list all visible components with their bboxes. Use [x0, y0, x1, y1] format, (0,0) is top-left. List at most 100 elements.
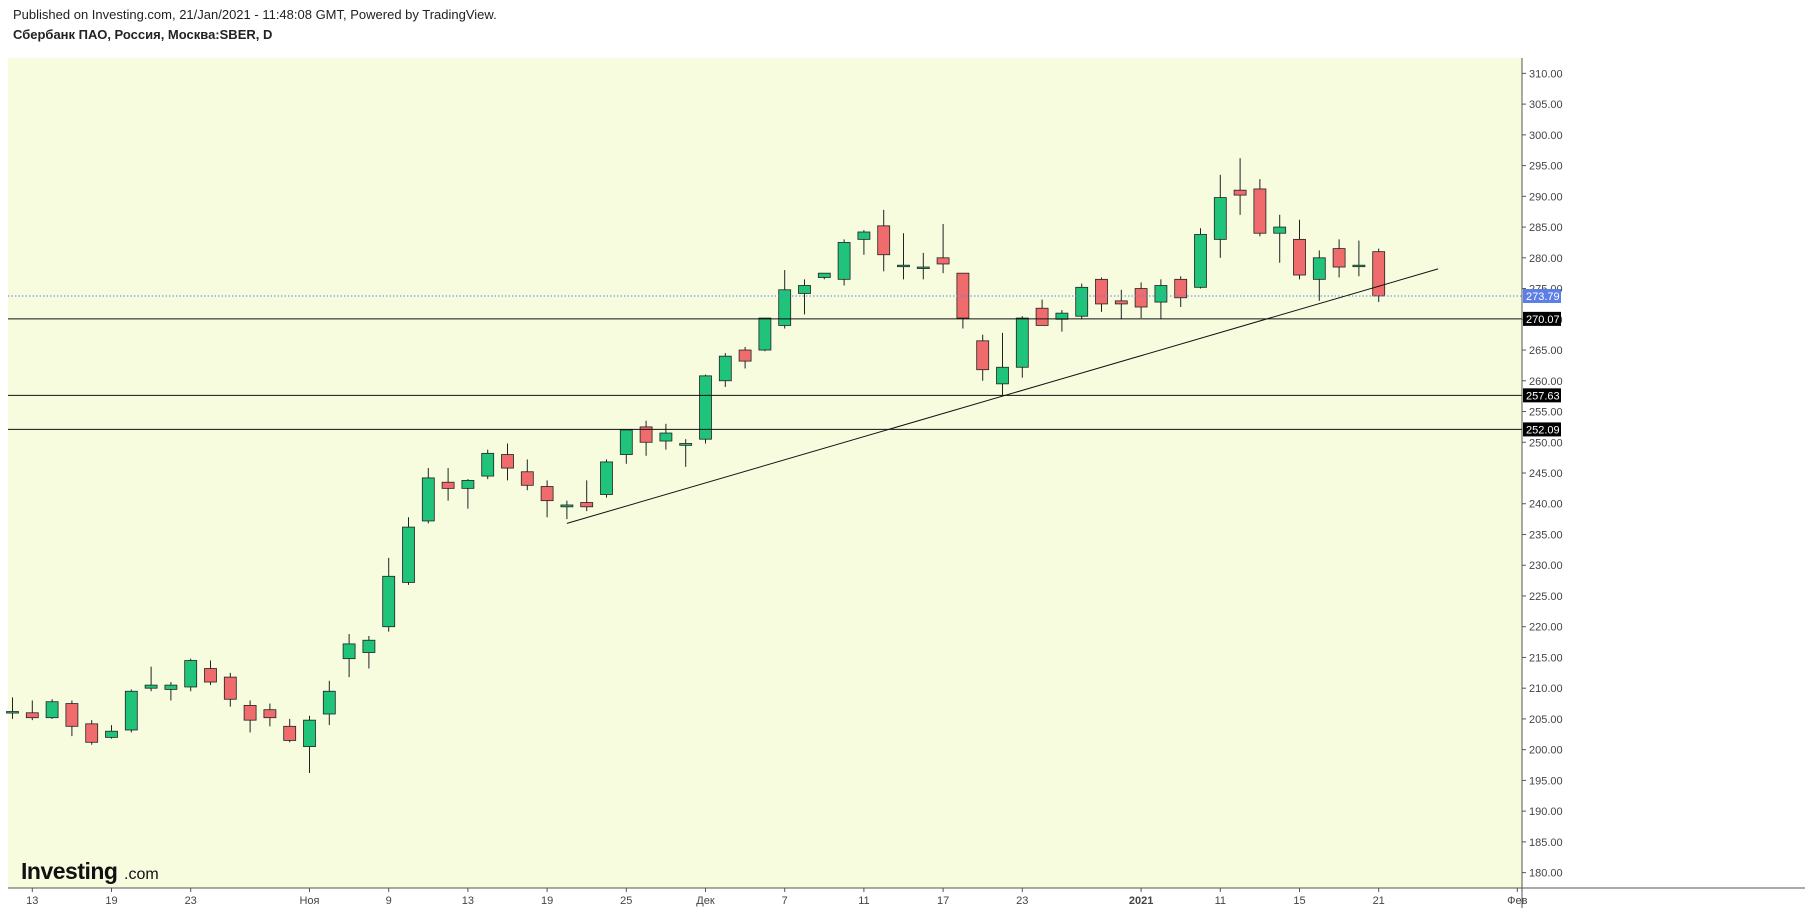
candle[interactable]	[1332, 239, 1346, 278]
price-tick-label: 220.00	[1529, 622, 1563, 634]
candle-body	[540, 486, 554, 502]
candle[interactable]	[916, 252, 930, 280]
candle[interactable]	[223, 672, 237, 707]
candle[interactable]	[600, 459, 613, 498]
candle[interactable]	[936, 224, 950, 274]
candle[interactable]	[441, 468, 455, 501]
candle[interactable]	[124, 689, 138, 733]
candle-body	[976, 340, 990, 371]
time-tick-label: 13	[26, 895, 38, 907]
candle-body	[1253, 188, 1267, 234]
price-tick-label: 210.00	[1529, 683, 1563, 695]
candle-body	[1372, 251, 1386, 297]
candle[interactable]	[639, 420, 653, 456]
candle-body	[778, 289, 792, 326]
candle[interactable]	[1095, 277, 1108, 312]
time-tick-label: 23	[185, 895, 197, 907]
candle[interactable]	[362, 635, 376, 669]
candle[interactable]	[1372, 248, 1386, 303]
price-tick-label: 225.00	[1529, 591, 1563, 603]
candle[interactable]	[164, 682, 178, 701]
candle[interactable]	[342, 634, 356, 678]
candle[interactable]	[6, 697, 19, 719]
candle[interactable]	[1352, 240, 1366, 277]
candle[interactable]	[1213, 174, 1227, 258]
level-price-tag	[1523, 422, 1561, 437]
candle[interactable]	[738, 346, 752, 369]
candle[interactable]	[1273, 214, 1287, 263]
candle[interactable]	[857, 230, 871, 255]
candle[interactable]	[540, 480, 554, 518]
candle[interactable]	[184, 658, 198, 692]
candle[interactable]	[520, 459, 534, 491]
candle[interactable]	[976, 334, 990, 381]
candle-body	[1332, 248, 1346, 268]
candle[interactable]	[1174, 276, 1188, 307]
candle[interactable]	[461, 479, 475, 509]
trend-line[interactable]	[566, 268, 1439, 524]
candle[interactable]	[580, 480, 594, 512]
candle[interactable]	[699, 374, 712, 444]
candle[interactable]	[303, 715, 316, 774]
candle[interactable]	[501, 443, 514, 481]
candle-body	[6, 711, 19, 714]
price-tick-label: 285.00	[1529, 222, 1563, 234]
candle-body	[1293, 238, 1306, 276]
candle[interactable]	[85, 720, 99, 745]
candle[interactable]	[560, 500, 574, 520]
candle-body	[1233, 189, 1247, 196]
candle[interactable]	[897, 233, 910, 280]
candle-body	[520, 471, 534, 486]
candle[interactable]	[1312, 250, 1326, 301]
candle[interactable]	[243, 700, 257, 733]
candle[interactable]	[659, 423, 673, 450]
candle[interactable]	[283, 718, 297, 743]
candle[interactable]	[877, 209, 891, 272]
candle[interactable]	[1075, 283, 1089, 320]
candle[interactable]	[619, 429, 633, 464]
candle[interactable]	[817, 272, 831, 280]
candle[interactable]	[65, 700, 79, 737]
candle[interactable]	[481, 449, 495, 480]
candle[interactable]	[322, 680, 336, 726]
candle[interactable]	[798, 279, 811, 315]
candle[interactable]	[204, 660, 217, 686]
candle-body	[1015, 317, 1029, 368]
candle[interactable]	[837, 239, 851, 286]
candle[interactable]	[996, 332, 1009, 396]
candle[interactable]	[1233, 158, 1247, 215]
candle[interactable]	[144, 666, 158, 692]
candle[interactable]	[263, 703, 277, 727]
published-info: Published on Investing.com, 21/Jan/2021 …	[13, 7, 497, 22]
level-price-label: 270.07	[1526, 314, 1560, 326]
candle[interactable]	[25, 700, 39, 721]
time-tick-label: 23	[1016, 895, 1028, 907]
price-tick-label: 235.00	[1529, 529, 1563, 541]
price-tick-label: 260.00	[1529, 376, 1563, 388]
candle[interactable]	[382, 557, 396, 632]
candle[interactable]	[679, 439, 693, 467]
candle-body	[45, 701, 59, 719]
candle-body	[699, 375, 712, 440]
price-tick-label: 290.00	[1529, 191, 1563, 203]
candle-body	[85, 723, 99, 743]
candle[interactable]	[1015, 316, 1029, 378]
time-tick-label: 21	[1373, 895, 1385, 907]
candle[interactable]	[105, 725, 118, 739]
candle[interactable]	[1134, 282, 1148, 319]
candle[interactable]	[45, 699, 59, 719]
candle[interactable]	[1114, 289, 1128, 320]
candle[interactable]	[1293, 219, 1306, 280]
candle[interactable]	[718, 353, 732, 387]
candle-body	[580, 502, 594, 508]
candle[interactable]	[1253, 179, 1267, 237]
candle-body	[382, 575, 396, 628]
candle-body	[342, 643, 356, 660]
candle[interactable]	[421, 468, 435, 524]
candle[interactable]	[1194, 228, 1207, 289]
candle-body	[1035, 307, 1049, 326]
candle[interactable]	[1154, 279, 1168, 320]
candle[interactable]	[758, 317, 772, 352]
candle[interactable]	[402, 517, 415, 585]
